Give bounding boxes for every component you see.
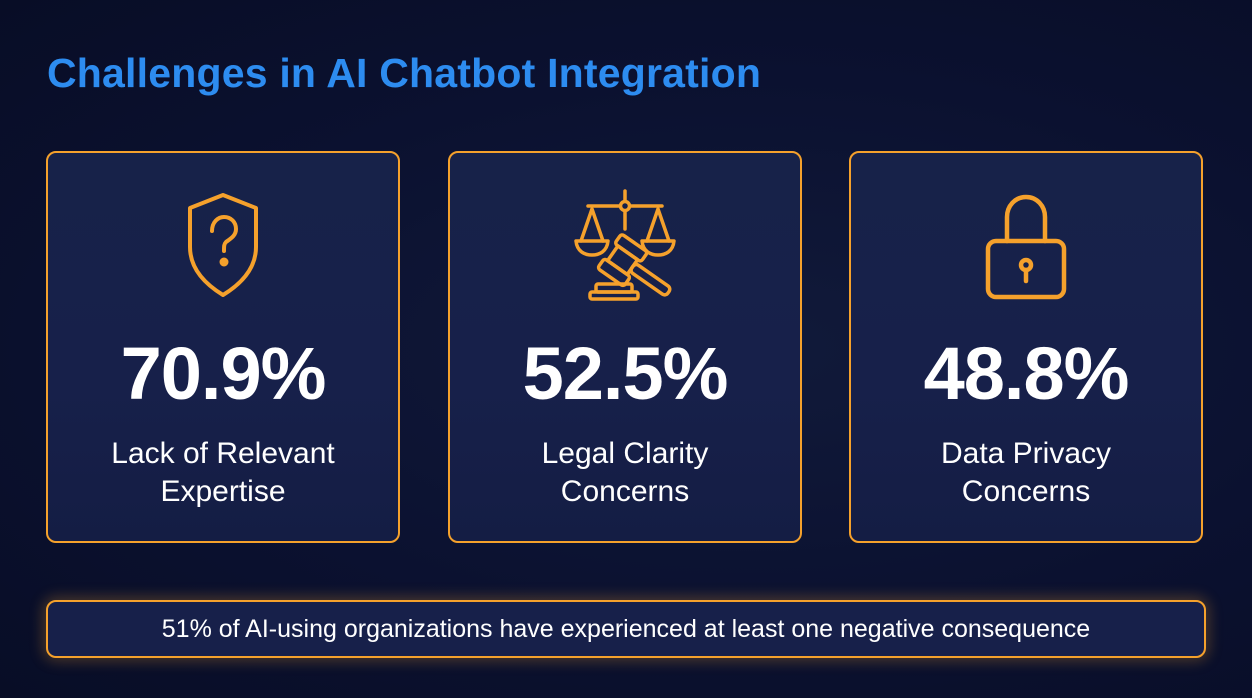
- stat-label-line1: Legal Clarity: [541, 437, 709, 470]
- stat-label-line2: Concerns: [560, 475, 690, 508]
- footer-callout: 51% of AI-using organizations have exper…: [46, 600, 1206, 658]
- stat-value: 52.5%: [522, 332, 729, 415]
- stat-card-legal: 52.5% Legal Clarity Concerns: [448, 151, 802, 543]
- scales-gavel-icon: [574, 189, 676, 301]
- stat-card-privacy: 48.8% Data Privacy Concerns: [849, 151, 1203, 543]
- stat-value: 48.8%: [923, 332, 1130, 415]
- stat-value: 70.9%: [120, 332, 327, 415]
- stat-label-line2: Expertise: [160, 475, 286, 508]
- padlock-icon: [985, 194, 1067, 300]
- page-title: Challenges in AI Chatbot Integration: [47, 50, 762, 96]
- stat-label: Lack of Relevant Expertise: [48, 435, 398, 511]
- stat-label-line2: Concerns: [961, 475, 1091, 508]
- stat-label: Legal Clarity Concerns: [450, 435, 800, 511]
- stat-label-line1: Lack of Relevant: [111, 437, 335, 470]
- shield-question-icon: [188, 193, 258, 297]
- footer-text: 51% of AI-using organizations have exper…: [161, 614, 1091, 643]
- stat-label: Data Privacy Concerns: [851, 435, 1201, 511]
- stat-card-expertise: 70.9% Lack of Relevant Expertise: [46, 151, 400, 543]
- stat-label-line1: Data Privacy: [940, 437, 1112, 470]
